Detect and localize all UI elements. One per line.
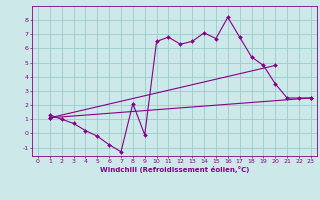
X-axis label: Windchill (Refroidissement éolien,°C): Windchill (Refroidissement éolien,°C) bbox=[100, 166, 249, 173]
